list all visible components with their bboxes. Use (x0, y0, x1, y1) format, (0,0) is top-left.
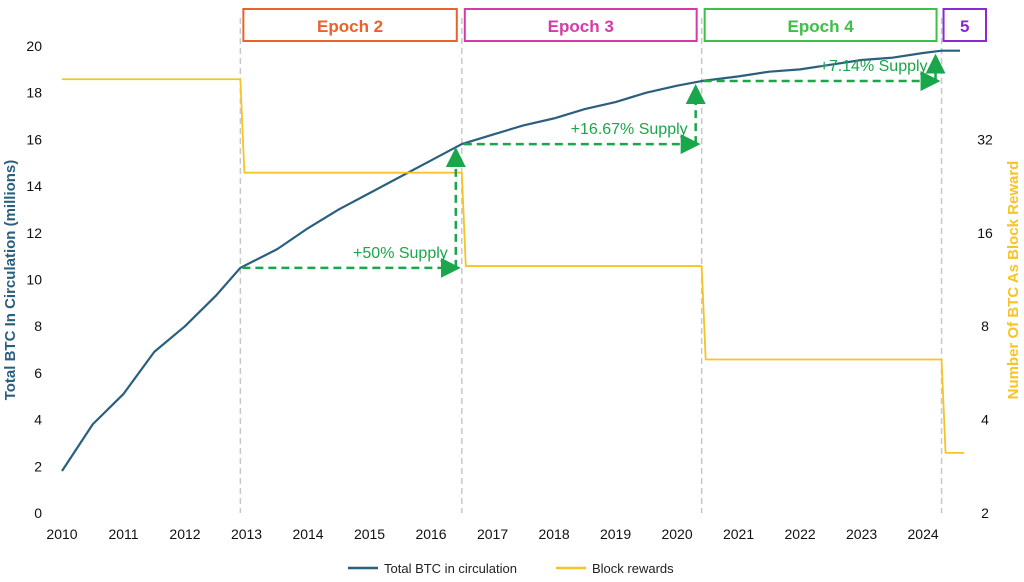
x-tick-label: 2015 (354, 526, 385, 542)
y-right-tick-label: 8 (981, 318, 989, 334)
x-tick-label: 2023 (846, 526, 877, 542)
supply-annotation-label: +50% Supply (353, 245, 448, 262)
x-tick-label: 2010 (46, 526, 77, 542)
y-right-tick-label: 4 (981, 412, 989, 428)
y-left-tick-label: 20 (26, 38, 42, 54)
y-axis-left-title: Total BTC In Circulation (millions) (2, 160, 19, 401)
x-tick-label: 2024 (908, 526, 939, 542)
y-left-tick-label: 2 (34, 458, 42, 474)
supply-annotation-label: +16.67% Supply (571, 121, 688, 138)
x-tick-label: 2021 (723, 526, 754, 542)
epoch-label: Epoch 4 (788, 17, 855, 36)
epoch-label: 5 (960, 17, 969, 36)
epoch-box (703, 8, 938, 42)
supply-annotation-label: +7.14% Supply (819, 58, 927, 75)
y-left-tick-label: 16 (26, 131, 42, 147)
y-left-tick-label: 6 (34, 365, 42, 381)
epoch-boxes: Epoch 2 Epoch 3 Epoch 4 5 (242, 8, 988, 42)
legend-label-block-rewards: Block rewards (592, 561, 674, 576)
x-tick-label: 2012 (169, 526, 200, 542)
x-tick-label: 2016 (415, 526, 446, 542)
total-btc-line (61, 49, 960, 472)
y-left-tick-label: 0 (34, 505, 42, 521)
x-tick-label: 2022 (785, 526, 816, 542)
block-rewards-line (62, 78, 964, 454)
supply-annotations: +50% Supply +16.67% Supply +7.14% Supply (242, 53, 946, 278)
y-right-tick-label: 32 (977, 131, 993, 147)
epoch-box (242, 8, 458, 42)
x-tick-label: 2018 (538, 526, 569, 542)
y-left-tick-label: 10 (26, 272, 42, 288)
legend: Total BTC in circulation Block rewards (348, 561, 674, 576)
y-right-tick-label: 2 (981, 505, 989, 521)
epoch-label: Epoch 3 (548, 17, 614, 36)
x-tick-label: 2020 (661, 526, 692, 542)
x-tick-label: 2014 (292, 526, 323, 542)
x-tick-label: 2019 (600, 526, 631, 542)
epoch-box (463, 8, 698, 42)
x-tick-label: 2011 (108, 526, 138, 542)
y-left-tick-label: 14 (26, 178, 42, 194)
epoch-label: Epoch 2 (317, 17, 383, 36)
y-right-tick-label: 16 (977, 225, 993, 241)
x-tick-label: 2017 (477, 526, 508, 542)
epoch-box (942, 8, 988, 42)
y-axis-right-title: Number Of BTC As Block Reward (1005, 161, 1022, 400)
axes: 2010 2011 2012 2013 2014 2015 2016 2017 2018 2019… (26, 38, 993, 542)
y-left-tick-label: 12 (26, 225, 42, 241)
y-left-tick-label: 4 (34, 412, 42, 428)
x-tick-label: 2013 (231, 526, 262, 542)
y-left-tick-label: 8 (34, 318, 42, 334)
legend-label-total-btc: Total BTC in circulation (384, 561, 517, 576)
series-lines (61, 49, 964, 472)
y-left-tick-label: 18 (26, 85, 42, 101)
